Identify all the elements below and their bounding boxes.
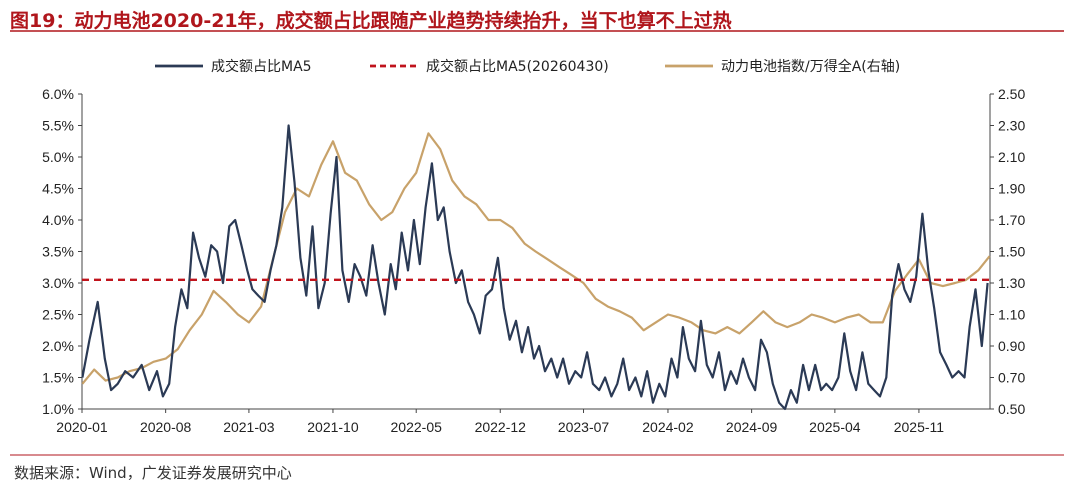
y-right-tick-label: 1.70 [998,212,1025,228]
x-tick-label: 2022-05 [391,419,443,435]
y-right-tick-label: 2.50 [998,86,1025,102]
y-right-tick-label: 0.70 [998,370,1025,386]
legend-label: 动力电池指数/万得全A(右轴) [721,58,900,75]
y-left-tick-label: 2.0% [42,338,74,354]
y-left-tick-label: 4.0% [42,212,74,228]
plot-area [81,124,991,411]
x-tick-label: 2023-07 [558,419,610,435]
x-tick-label: 2021-03 [223,419,275,435]
chart-title: 图19：动力电池2020-21年，成交额占比跟随产业趋势持续抬升，当下也算不上过… [10,10,732,32]
y-left-tick-label: 3.5% [42,244,74,260]
x-tick-label: 2025-11 [894,419,945,435]
x-tick-label: 2020-01 [56,419,108,435]
x-tick-label: 2024-09 [726,419,778,435]
y-right-tick-label: 2.30 [998,118,1025,134]
series-line-index-ratio [81,132,991,385]
y-left-tick-label: 5.5% [42,118,74,134]
y-left-tick-label: 6.0% [42,86,74,102]
x-tick-label: 2024-02 [642,419,694,435]
y-left-tick-label: 2.5% [42,307,74,323]
y-right-tick-label: 0.90 [998,338,1025,354]
y-left-tick-label: 4.5% [42,181,74,197]
x-tick-label: 2022-12 [475,419,527,435]
x-tick-label: 2025-04 [809,419,861,435]
legend-label: 成交额占比MA5 [211,58,312,75]
y-left-tick-label: 5.0% [42,149,74,165]
legend: 成交额占比MA5 成交额占比MA5(20260430) 动力电池指数/万得全A(右轴… [155,58,900,75]
x-tick-label: 2020-08 [140,419,192,435]
chart-source: 数据来源：Wind，广发证券发展研究中心 [14,464,292,482]
y-left-tick-label: 3.0% [42,275,74,291]
y-right-tick-label: 2.10 [998,149,1025,165]
y-right-tick-label: 0.50 [998,401,1025,417]
axes: 1.0% 1.5% 2.0% 2.5% 3.0% 3.5% 4.0% 4.5% 5.0% 5.5%… [42,86,1025,435]
y-right-tick-label: 1.90 [998,181,1025,197]
y-right-tick-label: 1.30 [998,275,1025,291]
series-line-turnover-share [81,124,989,411]
y-right-tick-label: 1.10 [998,307,1025,323]
y-left-tick-label: 1.0% [42,401,74,417]
legend-label: 成交额占比MA5(20260430) [426,58,609,75]
x-tick-label: 2021-10 [307,419,359,435]
y-left-tick-label: 1.5% [42,370,74,386]
y-right-tick-label: 1.50 [998,244,1025,260]
